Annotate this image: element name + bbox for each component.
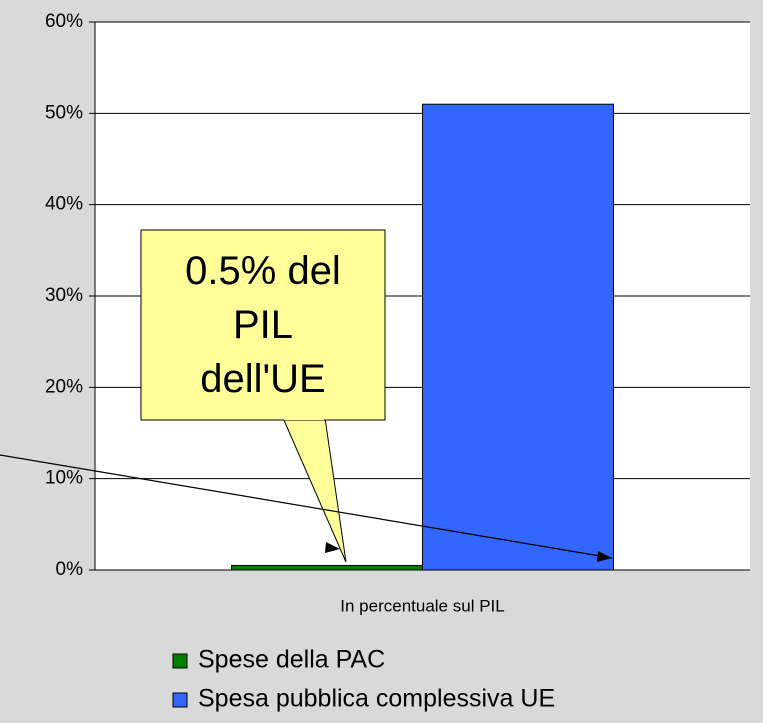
bar xyxy=(231,564,423,571)
y-tick-label: 40% xyxy=(45,194,83,215)
arrow-line xyxy=(0,454,613,559)
y-tick-label: 0% xyxy=(56,559,84,580)
callout-box xyxy=(140,229,386,421)
callout-joint xyxy=(284,417,324,420)
legend-swatch xyxy=(172,692,188,708)
x-tick-label: In percentuale sul PIL xyxy=(340,596,504,615)
arrowhead xyxy=(325,542,340,553)
y-tick-label: 30% xyxy=(45,285,83,306)
legend-label: Spese della PAC xyxy=(198,646,385,674)
annotation: 0.5% del PIL dell'UE xyxy=(185,249,341,401)
y-tick-label: 60% xyxy=(45,11,83,32)
callout: 0.5% del PIL dell'UE xyxy=(143,232,383,418)
bar xyxy=(422,103,614,571)
legend-label: Spesa pubblica complessiva UE xyxy=(198,685,555,713)
y-tick-label: 20% xyxy=(45,376,83,397)
y-tick-label: 10% xyxy=(45,468,83,489)
legend-swatch xyxy=(172,653,188,669)
arrowhead xyxy=(597,551,612,562)
y-tick-label: 50% xyxy=(45,102,83,123)
